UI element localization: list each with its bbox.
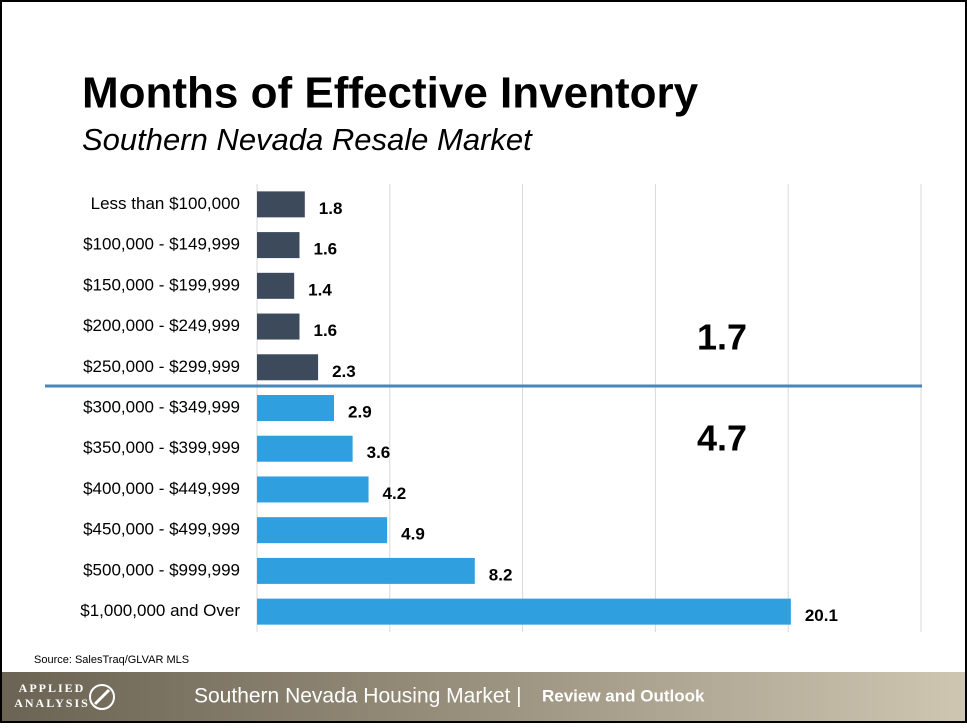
bar — [257, 232, 300, 259]
y-tick-label: $400,000 - $449,999 — [83, 479, 240, 498]
y-tick-label: Less than $100,000 — [91, 194, 240, 213]
y-tick-label: $200,000 - $249,999 — [83, 316, 240, 335]
y-tick-label: $1,000,000 and Over — [80, 601, 240, 620]
value-label: 8.2 — [489, 565, 513, 584]
y-tick-label: $350,000 - $399,999 — [83, 438, 240, 457]
logo-icon — [89, 684, 115, 710]
value-label: 20.1 — [805, 606, 838, 625]
footer-title: Southern Nevada Housing Market | — [194, 685, 522, 708]
value-label: 3.6 — [367, 443, 391, 462]
bar — [257, 598, 791, 625]
bar — [257, 191, 305, 218]
value-label: 4.2 — [383, 484, 407, 503]
bar — [257, 517, 388, 544]
value-label: 1.8 — [319, 199, 343, 218]
y-tick-label: $150,000 - $199,999 — [83, 275, 240, 294]
value-label: 1.6 — [313, 321, 337, 340]
value-label: 1.4 — [308, 280, 332, 299]
logo-text: ANALYSIS — [14, 696, 90, 710]
y-tick-label: $100,000 - $149,999 — [83, 235, 240, 254]
bar — [257, 395, 335, 421]
bar — [257, 272, 295, 299]
y-tick-label: $300,000 - $349,999 — [83, 397, 240, 416]
bar — [257, 435, 353, 462]
chart-subtitle: Southern Nevada Resale Market — [82, 122, 533, 157]
plot: Less than $100,000 1.8 $100,000 - $149,999… — [80, 184, 922, 632]
footer-subtitle: Review and Outlook — [542, 686, 705, 705]
annotation: 4.7 — [697, 418, 747, 459]
value-label: 1.6 — [313, 240, 337, 259]
y-tick-label: $450,000 - $499,999 — [83, 520, 240, 539]
annotation: 1.7 — [697, 317, 747, 358]
footer-band — [2, 672, 965, 721]
bar — [257, 354, 319, 381]
source: Source: SalesTraq/GLVAR MLS — [34, 654, 189, 666]
bar — [257, 313, 300, 340]
value-label: 2.9 — [348, 402, 372, 421]
value-label: 2.3 — [332, 362, 356, 381]
logo-icon — [93, 688, 111, 706]
value-label: 4.9 — [401, 525, 425, 544]
bar — [257, 476, 369, 503]
y-tick-label: $250,000 - $299,999 — [83, 357, 240, 376]
logo-text: APPLIED — [19, 681, 86, 695]
y-tick-label: $500,000 - $999,999 — [83, 560, 240, 579]
bar — [257, 557, 475, 584]
chart-title: Months of Effective Inventory — [82, 69, 699, 118]
